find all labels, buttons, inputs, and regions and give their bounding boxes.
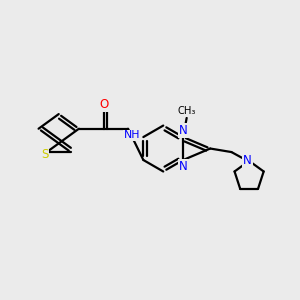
Text: CH₃: CH₃ <box>178 106 196 116</box>
Text: O: O <box>99 98 109 111</box>
Text: NH: NH <box>124 130 140 140</box>
Text: S: S <box>41 148 49 161</box>
Text: N: N <box>179 124 188 137</box>
Text: N: N <box>179 160 188 173</box>
Text: N: N <box>243 154 252 167</box>
